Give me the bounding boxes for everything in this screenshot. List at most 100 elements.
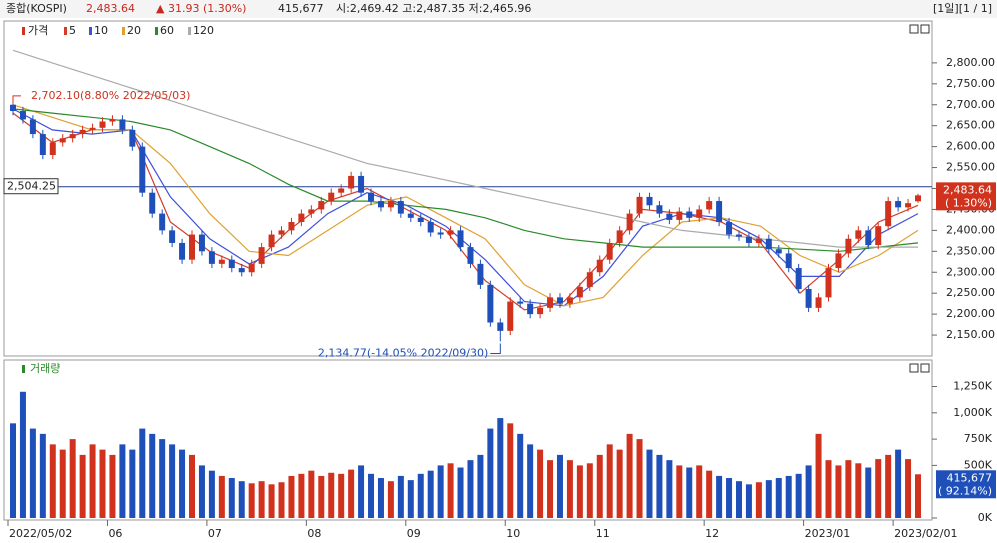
candle-body [89,127,96,130]
volume-bar [805,465,812,518]
candle-body [377,201,384,208]
volume-bar [865,467,872,518]
volume-bar [59,449,66,518]
candle-body [706,201,713,210]
x-tick-label: 2022/05/02 [9,527,72,540]
reference-label: 2,504.25 [7,180,56,193]
candle-body [606,242,613,260]
legend-entry: 120 [193,24,214,37]
candle-body [447,230,454,235]
volume-bar [169,444,176,518]
volume-bar [915,474,921,518]
volume-bar [328,472,335,518]
candle-body [457,230,464,248]
volume-bar [208,470,215,518]
legend-entry: 5 [69,24,76,37]
y-tick-label: 2,200.00 [946,307,995,320]
volume-bar [905,459,912,518]
volume-bar [716,475,723,518]
y-tick-label: 2,350.00 [946,244,995,257]
legend-swatch [22,27,25,35]
candle-body [855,230,862,239]
legend-swatch [89,27,92,35]
moving-average [12,108,919,252]
candle-body [109,119,116,122]
volume-bar [437,465,444,518]
legend-price: 가격 [28,24,48,37]
candle-body [328,192,335,202]
candle-body [427,222,434,233]
header-bar [0,0,997,18]
volume-tick-label: 0K [978,511,993,524]
candle-body [537,307,544,315]
candle-body [527,303,534,315]
candle-body [258,247,265,264]
candle-body [487,284,494,323]
header-right: [1일][1 / 1] [933,1,992,15]
candle-body [169,230,176,243]
candle-body [915,195,921,202]
candle-body [596,259,603,273]
candle-body [149,192,156,214]
volume-bar [69,439,76,518]
legend-swatch [122,27,125,35]
volume-bar [228,478,235,518]
y-tick-label: 2,550.00 [946,161,995,174]
x-tick-label: 06 [108,527,122,540]
candle-body [865,230,872,246]
volume-bar [696,465,703,518]
panel-button[interactable] [920,363,930,373]
candle-body [745,236,752,243]
volume-tick-label: 750K [964,432,993,445]
candle-body [238,268,245,273]
volume-bar [586,463,593,518]
candle-body [467,247,474,264]
volume-bar [407,480,414,518]
volume-bar [377,478,384,518]
candle-body [308,209,315,214]
panel-button[interactable] [920,24,930,34]
candle-body [179,242,186,260]
header-volume: 415,677 [278,2,324,15]
last-volume-box [936,470,996,499]
candle-body [775,249,782,254]
candle-body [666,213,673,220]
moving-average [12,49,918,248]
volume-bar [119,444,126,518]
volume-bar [755,482,762,518]
candle-body [208,251,215,264]
candle-body [278,230,285,235]
moving-average [12,104,919,307]
last-volume-change: ( 92.14%) [938,484,992,497]
volume-bar [646,449,653,518]
candle-body [348,175,355,189]
y-tick-label: 2,650.00 [946,119,995,132]
volume-bar [457,467,464,518]
volume-bar [248,483,255,518]
volume-bar [189,454,196,518]
volume-bar [735,481,742,518]
volume-bar [596,454,603,518]
candle-body [566,297,573,304]
candle-body [10,104,16,112]
volume-bar [606,444,613,518]
volume-bar [79,454,86,518]
volume-bar [507,423,514,518]
volume-bar [895,449,902,518]
candle-body [556,297,563,304]
volume-bar [666,460,673,518]
volume-bar [298,473,305,518]
volume-bar [288,475,295,518]
last-price-box [936,182,996,211]
volume-bar [556,454,563,518]
volume-bar [815,433,822,518]
volume-bar [785,475,792,518]
panel-button[interactable] [909,363,919,373]
volume-bar [109,454,116,518]
volume-bar [358,465,365,518]
y-tick-label: 2,700.00 [946,98,995,111]
panel-button[interactable] [909,24,919,34]
volume-bar [29,428,36,518]
legend-swatch [188,27,191,35]
